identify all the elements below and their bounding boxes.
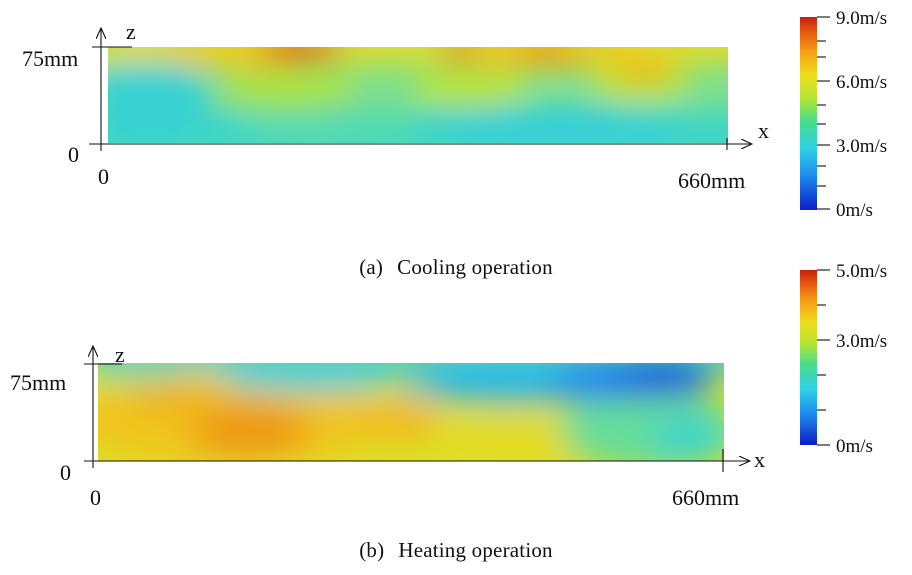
x-origin-label: 0 (90, 485, 101, 510)
caption-heating: (b) Heating operation (0, 538, 912, 563)
caption-text: Cooling operation (397, 255, 553, 279)
colorbar-3-label: 3.0m/s (836, 331, 887, 352)
caption-tag: (b) (359, 538, 385, 562)
caption-text: Heating operation (398, 538, 553, 562)
axes-cooling (89, 28, 752, 151)
z-top-label: 75mm (10, 370, 66, 395)
colorbar-6-label: 6.0m/s (836, 72, 887, 93)
velocity-field-cooling (108, 47, 728, 143)
colorbar-bottom-label: 0m/s (836, 200, 873, 221)
colorbar-top-label: 9.0m/s (836, 8, 887, 29)
velocity-field-heating (98, 363, 724, 461)
caption-tag: (a) (359, 255, 384, 279)
x-axis-label: x (754, 447, 765, 472)
panel-heating: z 75mm 0 x 0 660mm 5.0m/s 3.0m/s 0m/s (10, 261, 887, 510)
z-top-label: 75mm (22, 46, 78, 71)
x-axis-label: x (758, 118, 769, 143)
panel-cooling: z 75mm 0 x 0 660mm 9.0m/s 6.0m/s 3.0m/s (22, 8, 887, 221)
z-axis-label: z (126, 19, 136, 44)
x-end-label: 660mm (678, 168, 745, 193)
z-origin-label: 0 (60, 460, 71, 485)
z-origin-label: 0 (68, 142, 79, 167)
x-origin-label: 0 (98, 164, 109, 189)
colorbar-3-label: 3.0m/s (836, 136, 887, 157)
x-end-label: 660mm (672, 485, 739, 510)
colorbar-bottom-label: 0m/s (836, 436, 873, 457)
colorbar-cooling: 9.0m/s 6.0m/s 3.0m/s 0m/s (800, 8, 887, 221)
z-axis-label: z (115, 342, 125, 367)
caption-cooling: (a) Cooling operation (0, 255, 912, 280)
colorbar-top-label: 5.0m/s (836, 261, 887, 282)
axes-heating (84, 346, 750, 472)
colorbar-heating: 5.0m/s 3.0m/s 0m/s (800, 261, 887, 457)
